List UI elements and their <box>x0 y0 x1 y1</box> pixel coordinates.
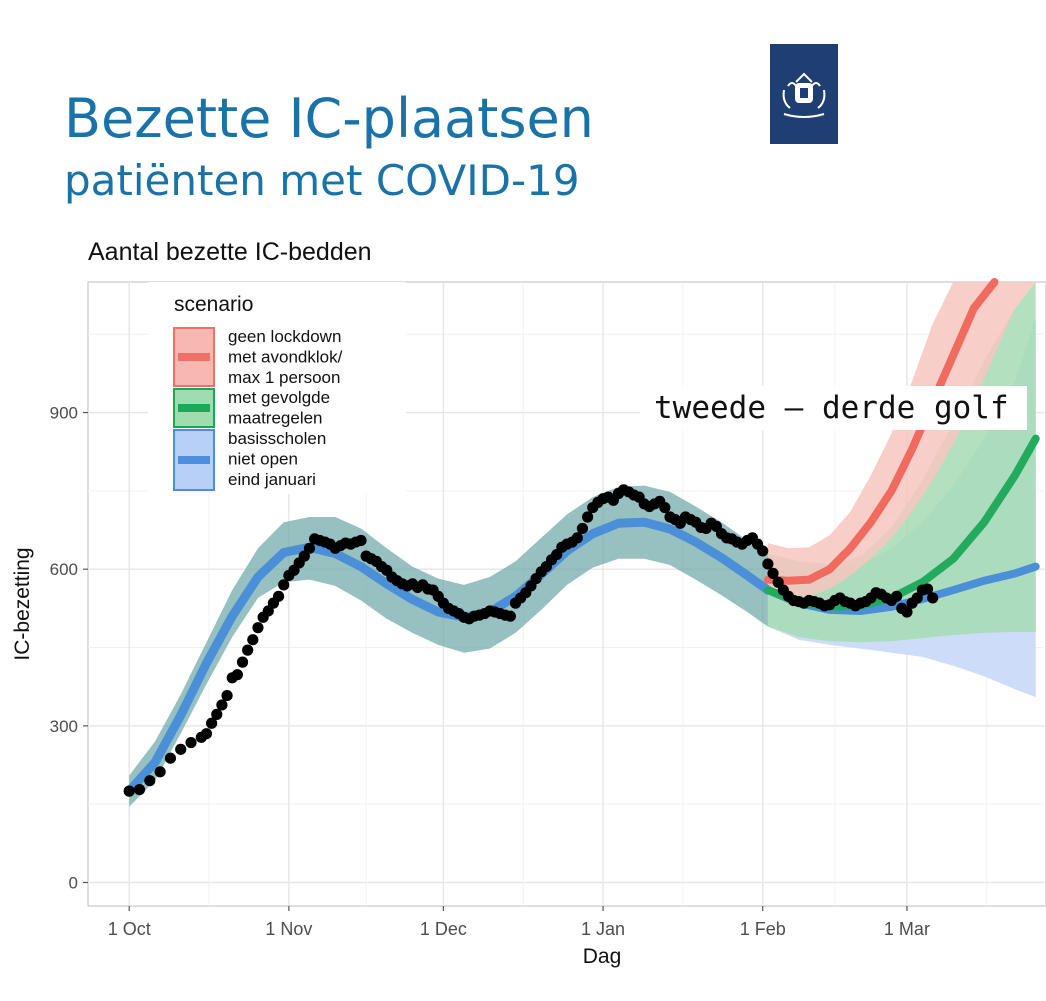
legend-label-2-1: niet open <box>228 450 298 469</box>
legend-label-2-2: eind januari <box>228 470 316 489</box>
observed-point-4 <box>164 752 177 764</box>
observed-point-15 <box>236 656 249 668</box>
observed-point-10 <box>211 708 223 720</box>
line-geen-lockdown <box>763 278 999 585</box>
observed-point-5 <box>175 743 187 755</box>
x-tick-label-2: 1 Dec <box>420 919 467 939</box>
observed-point-28 <box>303 542 316 554</box>
observed-point-2 <box>144 775 156 787</box>
legend-label-0-1: met avondklok/ <box>228 348 343 367</box>
observed-point-23 <box>278 579 290 591</box>
observed-point-116 <box>757 545 769 557</box>
observed-point-8 <box>200 728 213 740</box>
observed-point-18 <box>252 622 264 634</box>
legend: scenario geen lockdown met avondklok/ max… <box>148 282 406 494</box>
legend-label-1-1: maatregelen <box>228 409 323 428</box>
observed-point-144 <box>901 606 913 618</box>
band-geen-lockdown <box>767 282 1036 597</box>
band-gevolgde-maatregelen <box>767 282 1036 643</box>
observed-point-9 <box>206 717 218 729</box>
chart-title: Aantal bezette IC-bedden <box>88 238 372 266</box>
y-tick-label-2: 600 <box>50 560 78 579</box>
observed-points <box>123 484 939 797</box>
observed-point-117 <box>762 558 774 570</box>
legend-label-2-0: basisscholen <box>228 429 326 448</box>
observed-point-149 <box>927 592 939 604</box>
axes: 0 300 600 900 1 Oct 1 Nov 1 Dec 1 Jan 1 Feb 1 Mar… <box>11 404 930 968</box>
x-tick-label-0: 1 Oct <box>108 919 151 939</box>
observed-point-12 <box>221 689 233 702</box>
observed-point-67 <box>504 610 516 622</box>
observed-point-97 <box>659 501 671 514</box>
y-tick-label-0: 0 <box>69 874 78 893</box>
observed-point-118 <box>767 567 779 579</box>
legend-label-1-0: met gevolgde <box>228 388 330 407</box>
observed-point-14 <box>231 669 243 681</box>
band-shared <box>129 485 768 807</box>
x-tick-label-5: 1 Mar <box>884 919 930 939</box>
observed-point-6 <box>185 736 197 749</box>
observed-point-11 <box>216 699 228 711</box>
x-axis-label: Dag <box>583 945 622 968</box>
observed-point-3 <box>154 766 166 778</box>
slide-subtitle: patiënten met COVID-19 <box>64 156 580 205</box>
legend-label-0-0: geen lockdown <box>228 327 341 346</box>
observed-point-142 <box>891 590 903 602</box>
y-tick-label-1: 300 <box>50 717 78 736</box>
observed-point-80 <box>571 532 583 544</box>
y-tick-label-3: 900 <box>50 404 78 423</box>
observed-point-1 <box>133 783 146 796</box>
observed-point-0 <box>123 785 135 797</box>
x-tick-label-4: 1 Feb <box>740 919 786 939</box>
observed-point-17 <box>247 634 259 646</box>
observed-point-82 <box>582 511 594 523</box>
observed-point-81 <box>576 522 589 535</box>
annotation-golf: tweede – derde golf <box>640 386 1027 430</box>
observed-point-38 <box>355 534 367 547</box>
government-coat-of-arms-icon <box>770 44 838 144</box>
slide-title: Bezette IC-plaatsen <box>64 87 594 150</box>
observed-point-16 <box>242 644 254 656</box>
observed-point-148 <box>921 583 934 595</box>
x-tick-label-3: 1 Jan <box>581 919 625 939</box>
x-tick-label-1: 1 Nov <box>265 919 312 939</box>
observed-point-22 <box>272 590 285 602</box>
legend-label-0-2: max 1 persoon <box>228 368 340 387</box>
legend-title: scenario <box>174 293 253 316</box>
y-axis-label: IC-bezetting <box>11 547 34 660</box>
